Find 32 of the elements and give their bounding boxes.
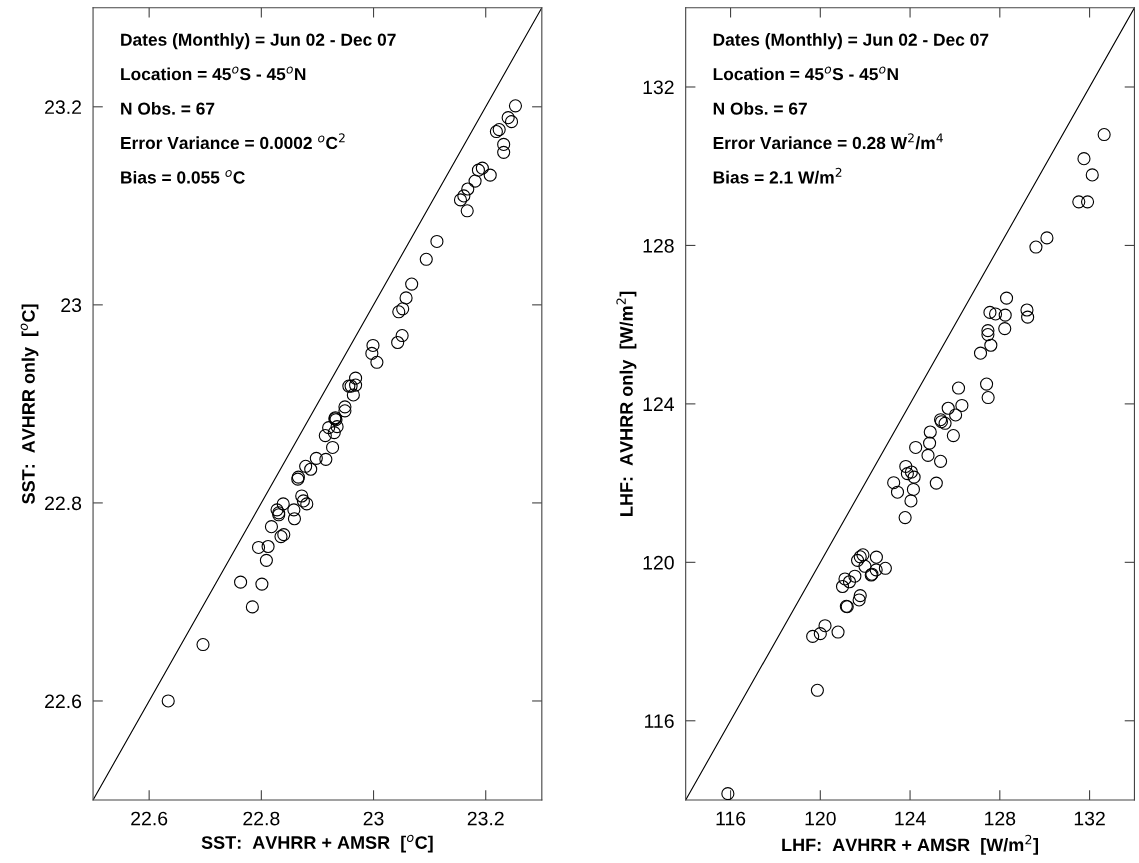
annotation: Bias = 0.055 $^{o}$C — [121, 170, 245, 184]
x-tick-label: 23.2 — [467, 811, 504, 826]
y-tick-label: 116 — [645, 714, 674, 729]
y-tick-label: 124 — [643, 397, 674, 411]
x-axis-title: LHF: AVHRR + AMSR [W/m$^{2}$] — [782, 834, 1038, 855]
x-tick-label: 124 — [895, 811, 926, 826]
annotation: Error Variance = 0.0002 $^{o}$C$^{2}$ — [121, 133, 345, 150]
annotation: Location = 45$^{o}$S - 45$^{o}$N — [121, 66, 306, 81]
y-axis-title: SST: AVHRR only [$^{o}$C] — [20, 304, 39, 504]
annotation: Dates (Monthly) = Jun 02 - Dec 07 — [121, 33, 396, 50]
annotation: Dates (Monthly) = Jun 02 - Dec 07 — [713, 33, 989, 50]
y-tick-label: 128 — [643, 238, 674, 253]
x-tick-label: 22.6 — [131, 811, 168, 826]
annotation: N Obs. = 67 — [713, 102, 807, 115]
x-tick-label: 22.8 — [243, 811, 280, 826]
x-tick-label: 132 — [1074, 811, 1105, 826]
y-axis-title: LHF: AVHRR only [W/m$^{2}$] — [616, 291, 637, 516]
y-tick-label: 132 — [643, 80, 674, 95]
x-tick-label: 23 — [363, 811, 384, 826]
x-axis-title: SST: AVHRR + AMSR [$^{o}$C] — [201, 834, 433, 853]
y-tick-label: 23 — [61, 298, 82, 313]
y-tick-label: 22.8 — [45, 496, 82, 511]
x-tick-label: 116 — [716, 811, 746, 826]
annotation: N Obs. = 67 — [121, 102, 215, 115]
y-tick-label: 23.2 — [45, 100, 81, 115]
annotation: Bias = 2.1 W/m$^{2}$ — [713, 167, 842, 184]
y-tick-label: 22.6 — [45, 694, 82, 709]
y-tick-label: 120 — [643, 555, 674, 570]
annotation: Error Variance = 0.28 W$^{2}$/m$^{4}$ — [713, 133, 943, 150]
x-tick-label: 128 — [985, 811, 1016, 826]
annotation: Location = 45$^{o}$S - 45$^{o}$N — [713, 66, 898, 81]
x-tick-label: 120 — [805, 811, 836, 826]
